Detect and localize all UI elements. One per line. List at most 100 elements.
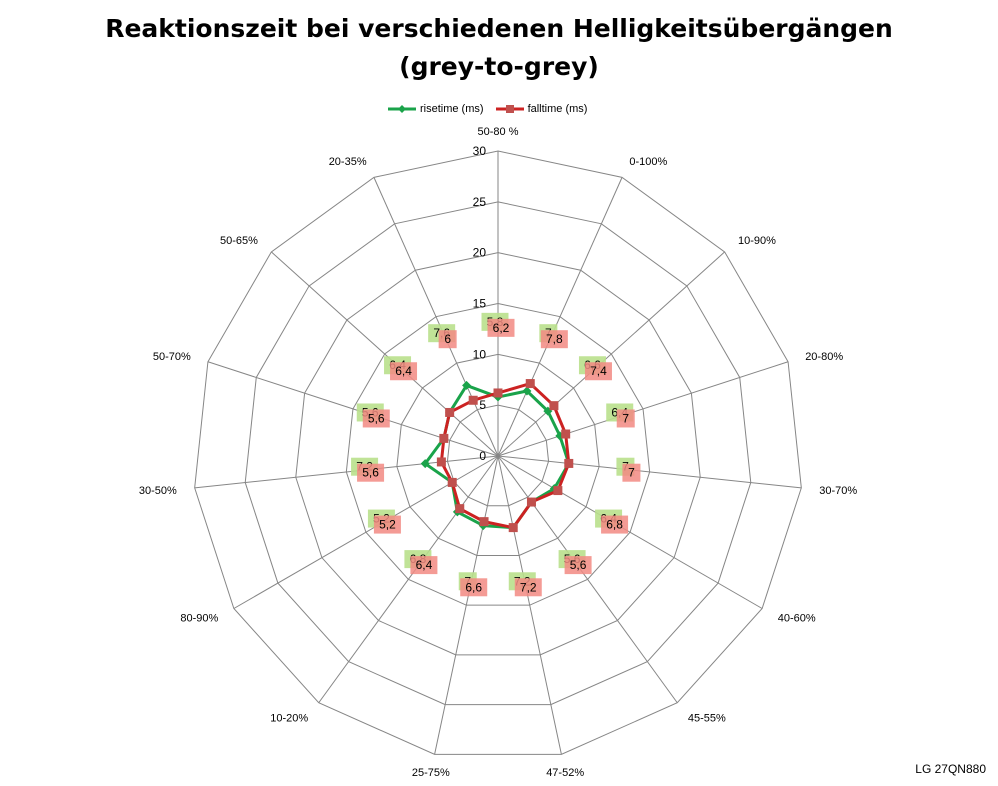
falltime-label-3: 7 <box>622 411 629 425</box>
falltime-label-box-13 <box>390 362 418 381</box>
category-label-1: 0-100% <box>629 156 667 168</box>
falltime-label-box-6 <box>564 556 592 575</box>
falltime-label-9: 6,4 <box>416 558 433 572</box>
risetime-marker-11 <box>420 459 430 469</box>
spoke-1 <box>497 177 623 457</box>
tick-label-0: 0 <box>479 449 486 463</box>
category-label-13: 50-65% <box>220 235 258 247</box>
falltime-label-box-0 <box>487 318 515 337</box>
tick-labels: 0 5 10 15 20 25 30 <box>473 144 487 463</box>
grid-ring-5 <box>446 404 550 507</box>
grid-ring-25 <box>244 201 752 706</box>
falltime-marker-11 <box>436 457 446 467</box>
series-layer <box>420 379 574 533</box>
falltime-label-12: 5,6 <box>368 411 385 425</box>
category-label-6: 45-55% <box>688 712 726 724</box>
falltime-label-6: 5,6 <box>570 558 587 572</box>
legend-label-falltime: falltime (ms) <box>527 103 588 115</box>
falltime-label-box-12 <box>362 409 390 428</box>
legend: risetime (ms) falltime (ms) <box>388 101 599 117</box>
falltime-label-box-7 <box>514 578 542 597</box>
footer-label: LG 27QN880 <box>915 762 986 776</box>
category-label-14: 20-35% <box>329 156 367 168</box>
falltime-marker-4 <box>564 458 574 468</box>
falltime-label-0: 6,2 <box>493 321 510 335</box>
category-label-4: 30-70% <box>819 485 857 497</box>
chart-title-line-2: (grey-to-grey) <box>399 52 599 81</box>
category-label-0: 50-80 % <box>478 126 519 138</box>
grid-ring-10 <box>396 353 600 556</box>
category-label-7: 47-52% <box>546 767 584 779</box>
falltime-marker-1 <box>525 379 535 389</box>
spoke-5 <box>497 455 763 609</box>
falltime-marker-14 <box>468 395 478 405</box>
falltime-label-13: 6,4 <box>395 364 412 378</box>
tick-label-10: 10 <box>473 347 487 361</box>
falltime-label-1: 7,8 <box>546 332 563 346</box>
spoke-6 <box>497 455 678 704</box>
spoke-11 <box>194 455 499 489</box>
series-line-1 <box>439 382 571 530</box>
tick-label-5: 5 <box>479 398 486 412</box>
tick-label-20: 20 <box>473 246 487 260</box>
grid-ring-30 <box>194 150 802 755</box>
falltime-label-4: 7 <box>628 466 635 480</box>
falltime-label-10: 5,2 <box>379 518 396 532</box>
falltime-marker-6 <box>526 497 536 507</box>
falltime-marker-0 <box>493 388 503 398</box>
falltime-label-box-11 <box>357 463 385 482</box>
falltime-label-14: 6 <box>444 332 451 346</box>
category-labels: 50-80 % 0-100% 10-90% 20-80% 30-70% 40-60% 45-… <box>139 126 858 779</box>
spoke-3 <box>497 361 789 457</box>
category-label-10: 80-90% <box>180 613 218 625</box>
chart-title-line-1: Reaktionszeit bei verschiedenen Helligke… <box>105 14 893 43</box>
radar-grid <box>194 150 802 755</box>
spoke-7 <box>497 455 562 755</box>
tick-label-15: 15 <box>473 297 487 311</box>
legend-marker-risetime <box>388 105 416 113</box>
risetime-marker-1 <box>522 386 532 396</box>
radar-spokes <box>194 151 802 755</box>
risetime-marker-14 <box>462 380 472 390</box>
falltime-label-box-14 <box>438 330 457 349</box>
spoke-4 <box>497 455 802 489</box>
legend-marker-falltime <box>495 105 524 113</box>
category-label-3: 20-80% <box>805 351 843 363</box>
data-labels: 5,876,66,476,45,67,276,85,27,25,66,47,66… <box>351 312 641 597</box>
legend-item-falltime: falltime (ms) <box>495 103 588 115</box>
falltime-label-5: 6,8 <box>606 518 623 532</box>
falltime-marker-12 <box>439 433 449 443</box>
falltime-label-2: 7,4 <box>590 364 607 378</box>
spoke-13 <box>271 251 499 457</box>
category-label-2: 10-90% <box>738 235 776 247</box>
falltime-label-box-8 <box>460 578 488 597</box>
falltime-marker-10 <box>447 477 457 487</box>
falltime-marker-9 <box>455 504 465 514</box>
spoke-2 <box>497 251 725 457</box>
grid-ring-15 <box>345 302 651 606</box>
spoke-9 <box>318 455 499 704</box>
tick-label-25: 25 <box>473 195 487 209</box>
falltime-marker-7 <box>508 523 518 533</box>
spoke-8 <box>434 455 499 755</box>
legend-label-risetime: risetime (ms) <box>420 103 484 115</box>
category-label-11: 30-50% <box>139 485 177 497</box>
falltime-label-11: 5,6 <box>362 466 379 480</box>
falltime-label-box-1 <box>540 330 568 349</box>
falltime-label-box-4 <box>622 463 641 482</box>
falltime-marker-8 <box>479 517 489 527</box>
falltime-marker-5 <box>553 486 563 496</box>
grid-ring-20 <box>295 252 701 656</box>
category-label-5: 40-60% <box>778 613 816 625</box>
legend-item-risetime: risetime (ms) <box>388 103 484 115</box>
category-label-8: 25-75% <box>412 767 450 779</box>
category-label-12: 50-70% <box>153 351 191 363</box>
falltime-label-box-5 <box>601 515 629 534</box>
falltime-label-box-9 <box>410 556 438 575</box>
falltime-marker-2 <box>549 401 559 411</box>
falltime-label-box-10 <box>373 515 401 534</box>
tick-label-30: 30 <box>473 144 487 158</box>
category-label-9: 10-20% <box>270 712 308 724</box>
chart-title: Reaktionszeit bei verschiedenen Helligke… <box>0 10 998 86</box>
falltime-marker-3 <box>561 429 571 439</box>
